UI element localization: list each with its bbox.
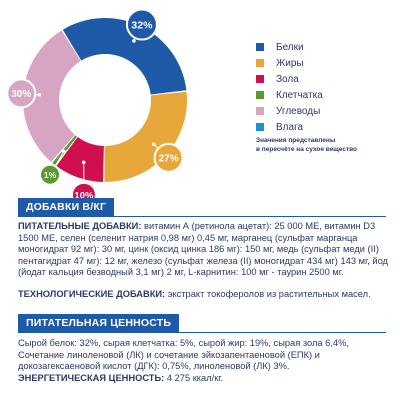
legend-label: Углеводы (276, 105, 321, 117)
legend-note-line1: Значения представлены (256, 137, 336, 144)
nutritional-additives-text: витамин А (ретинола ацетат): 25 000 МЕ, … (18, 221, 388, 277)
legend-label: Белки (276, 41, 304, 53)
additives-heading: ДОБАВКИ В/КГ (18, 198, 115, 217)
legend-swatch (256, 91, 264, 99)
data-label-ash: 10% (74, 190, 94, 200)
callout-dot-fiber (62, 149, 66, 154)
data-label-carbohydrates: 30% (11, 89, 31, 100)
callout-badge-protein (125, 8, 158, 41)
nutrition-heading: ПИТАТЕЛЬНАЯ ЦЕННОСТЬ (18, 314, 180, 333)
legend-swatch (256, 43, 264, 51)
callout-dot-protein (132, 39, 136, 43)
callout-dot-ash (81, 160, 86, 165)
legend-item-fiber: Клетчатка (256, 87, 396, 103)
donut-slice-carbohydrates (23, 30, 81, 162)
legend-item-moisture: Влага (256, 119, 396, 135)
donut-slice-protein (62, 18, 187, 95)
nutritional-additives-label: ПИТАТЕЛЬНЫЕ ДОБАВКИ: (18, 221, 142, 231)
donut-slice-ash (56, 137, 104, 182)
legend-item-fat: Жиры (256, 55, 396, 71)
additives-technological: ТЕХНОЛОГИЧЕСКИЕ ДОБАВКИ: экстракт токофе… (18, 289, 388, 301)
callout-badge-fat (153, 142, 184, 173)
legend-item-protein: Белки (256, 39, 396, 55)
technological-additives-text: экстракт токоферолов из растительных мас… (165, 289, 371, 299)
donut-slice-fat (104, 91, 187, 183)
legend-label: Клетчатка (276, 89, 323, 101)
technological-additives-label: ТЕХНОЛОГИЧЕСКИЕ ДОБАВКИ: (18, 289, 166, 299)
legend-note-line2: в пересчёте на сухое вещество (256, 145, 358, 153)
legend-label: Влага (276, 121, 304, 133)
legend-item-carbohydrates: Углеводы (256, 103, 396, 119)
energy-label: ЭНЕРГЕТИЧЕСКАЯ ЦЕННОСТЬ: (18, 373, 165, 383)
callout-badge-fiber (38, 163, 61, 186)
data-label-protein: 32% (131, 19, 153, 31)
callout-badge-carbohydrates (6, 78, 37, 109)
legend-label: Жиры (276, 57, 304, 69)
legend-swatch (256, 59, 264, 67)
legend-label: Зола (276, 73, 299, 85)
callout-badge-ash (70, 181, 97, 200)
nutrition-energy: ЭНЕРГЕТИЧЕСКАЯ ЦЕННОСТЬ: 4 275 ккал/кг. (18, 373, 388, 385)
legend-swatch (256, 107, 264, 115)
callout-dot-fat (151, 142, 156, 147)
legend-item-ash: Зола (256, 71, 396, 87)
additives-divider (18, 216, 386, 217)
data-label-fiber: 1% (44, 170, 57, 180)
data-label-fat: 27% (159, 153, 179, 164)
composition-text: Сырой белок: 32%, сырая клетчатка: 5%, с… (18, 338, 349, 371)
energy-text: 4 275 ккал/кг. (164, 373, 224, 383)
additives-nutritional: ПИТАТЕЛЬНЫЕ ДОБАВКИ: витамин А (ретинола… (18, 221, 388, 279)
nutrition-divider (18, 332, 386, 333)
legend-note: Значения представлены в пересчёте на сух… (256, 137, 396, 154)
legend-swatch (256, 123, 264, 131)
nutrition-composition: Сырой белок: 32%, сырая клетчатка: 5%, с… (18, 338, 388, 373)
callout-dot-carbohydrates (37, 93, 42, 97)
legend-swatch (256, 75, 264, 83)
nutrient-donut-chart: 32% 27% 10% 1% 30% (6, 8, 187, 200)
chart-legend: Белки Жиры Зола Клетчатка Углеводы Влага (256, 39, 396, 135)
